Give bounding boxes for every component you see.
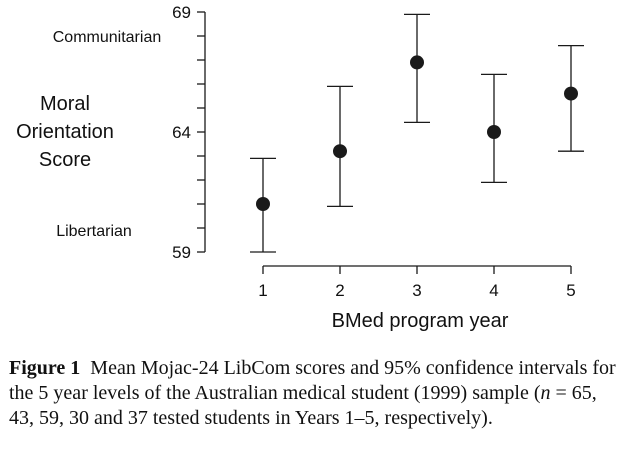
axes — [204, 12, 571, 267]
point-1 — [256, 197, 270, 211]
point-2 — [333, 144, 347, 159]
caption-text-2: = 65, 43, 59, 30 and 37 tested students … — [9, 382, 597, 429]
annotation-top: Communitarian — [53, 29, 161, 46]
x-ticks: 1 2 3 4 5 — [258, 266, 576, 300]
caption-text-1: Mean Mojac-24 LibCom scores and 95% conf… — [9, 357, 616, 404]
y-ticks: 59 64 69 — [172, 3, 205, 262]
point-5 — [564, 86, 578, 101]
annotation-bottom: Libertarian — [56, 223, 132, 240]
y-tick-label-69: 69 — [172, 3, 191, 22]
x-tick-label-4: 4 — [489, 281, 498, 300]
x-axis-label: BMed program year — [332, 310, 509, 332]
y-axis-label-line-3: Score — [39, 149, 91, 171]
x-tick-label-3: 3 — [412, 281, 421, 300]
figure-caption: Figure 1 Mean Mojac-24 LibCom scores and… — [9, 356, 621, 431]
point-4 — [487, 125, 501, 139]
error-bars — [250, 13, 584, 253]
caption-label: Figure 1 — [9, 357, 81, 379]
x-tick-label-1: 1 — [258, 281, 267, 300]
caption-n-symbol: n — [540, 382, 551, 404]
y-axis-label-line-1: Moral — [40, 93, 90, 115]
point-3 — [410, 55, 424, 70]
x-tick-label-2: 2 — [335, 281, 344, 300]
x-tick-label-5: 5 — [566, 281, 575, 300]
y-tick-label-59: 59 — [172, 243, 191, 262]
error-bar-chart: 59 64 69 1 2 3 4 5 Moral Orientation Score Commu… — [16, 3, 584, 332]
y-axis-label-line-2: Orientation — [16, 121, 114, 143]
y-tick-label-64: 64 — [172, 123, 191, 142]
data-points — [256, 55, 578, 211]
y-axis-label: Moral Orientation Score — [16, 93, 114, 171]
